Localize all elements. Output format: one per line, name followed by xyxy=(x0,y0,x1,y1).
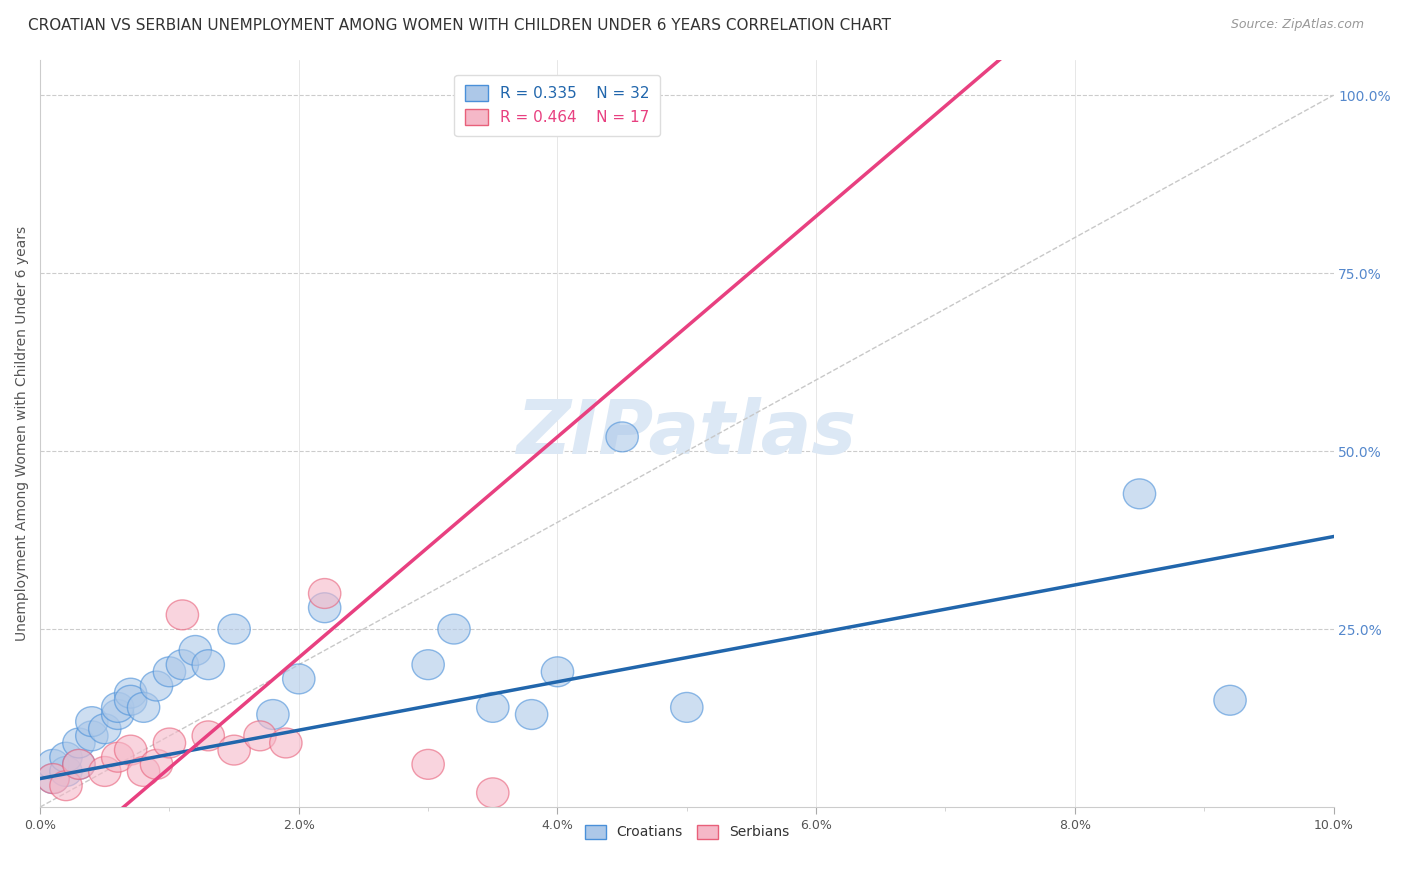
Ellipse shape xyxy=(63,749,96,780)
Ellipse shape xyxy=(114,685,146,715)
Ellipse shape xyxy=(114,678,146,708)
Ellipse shape xyxy=(308,579,340,608)
Ellipse shape xyxy=(76,721,108,751)
Ellipse shape xyxy=(270,728,302,758)
Ellipse shape xyxy=(141,671,173,701)
Ellipse shape xyxy=(37,764,69,794)
Ellipse shape xyxy=(63,728,96,758)
Ellipse shape xyxy=(477,692,509,723)
Ellipse shape xyxy=(49,756,82,787)
Ellipse shape xyxy=(477,778,509,808)
Ellipse shape xyxy=(606,422,638,452)
Ellipse shape xyxy=(63,749,96,780)
Ellipse shape xyxy=(166,600,198,630)
Ellipse shape xyxy=(671,692,703,723)
Ellipse shape xyxy=(193,721,225,751)
Ellipse shape xyxy=(153,728,186,758)
Ellipse shape xyxy=(437,614,470,644)
Ellipse shape xyxy=(153,657,186,687)
Ellipse shape xyxy=(243,721,276,751)
Ellipse shape xyxy=(412,649,444,680)
Ellipse shape xyxy=(49,771,82,801)
Ellipse shape xyxy=(114,735,146,765)
Ellipse shape xyxy=(193,649,225,680)
Ellipse shape xyxy=(541,657,574,687)
Ellipse shape xyxy=(283,664,315,694)
Ellipse shape xyxy=(218,735,250,765)
Ellipse shape xyxy=(101,692,134,723)
Ellipse shape xyxy=(37,749,69,780)
Ellipse shape xyxy=(412,749,444,780)
Text: CROATIAN VS SERBIAN UNEMPLOYMENT AMONG WOMEN WITH CHILDREN UNDER 6 YEARS CORRELA: CROATIAN VS SERBIAN UNEMPLOYMENT AMONG W… xyxy=(28,18,891,33)
Ellipse shape xyxy=(101,699,134,730)
Ellipse shape xyxy=(76,706,108,737)
Text: Source: ZipAtlas.com: Source: ZipAtlas.com xyxy=(1230,18,1364,31)
Ellipse shape xyxy=(166,649,198,680)
Ellipse shape xyxy=(141,749,173,780)
Text: ZIPatlas: ZIPatlas xyxy=(517,397,856,470)
Ellipse shape xyxy=(218,614,250,644)
Ellipse shape xyxy=(1213,685,1246,715)
Legend: Croatians, Serbians: Croatians, Serbians xyxy=(579,819,794,845)
Ellipse shape xyxy=(308,593,340,623)
Ellipse shape xyxy=(89,714,121,744)
Y-axis label: Unemployment Among Women with Children Under 6 years: Unemployment Among Women with Children U… xyxy=(15,226,30,640)
Ellipse shape xyxy=(1123,479,1156,508)
Ellipse shape xyxy=(89,756,121,787)
Ellipse shape xyxy=(49,742,82,772)
Ellipse shape xyxy=(128,756,160,787)
Ellipse shape xyxy=(101,742,134,772)
Ellipse shape xyxy=(516,699,548,730)
Ellipse shape xyxy=(37,764,69,794)
Ellipse shape xyxy=(128,692,160,723)
Ellipse shape xyxy=(179,635,211,665)
Ellipse shape xyxy=(257,699,290,730)
